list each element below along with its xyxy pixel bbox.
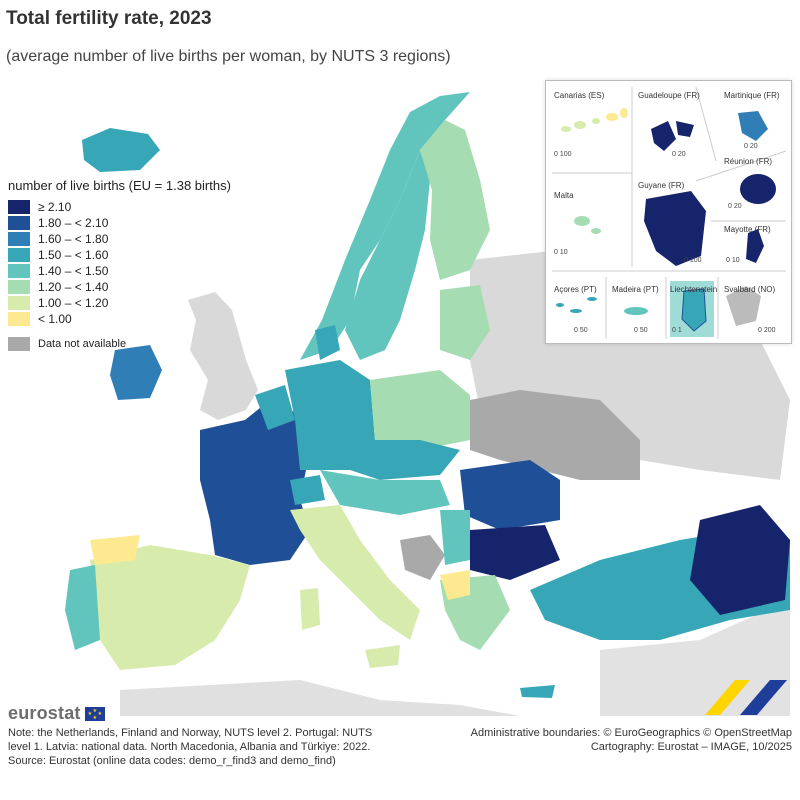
legend-label: 1.00 – < 1.20 [38,296,109,310]
bosnia-no-data [400,535,445,580]
scale-guyane: 0 100 [684,257,702,264]
legend-label: Data not available [38,338,127,350]
inset-label-madeira: Madeira (PT) [612,285,659,294]
inset-label-martinique: Martinique (FR) [724,91,780,100]
france [200,400,310,565]
sardinia [300,588,320,630]
legend-item: 1.60 – < 1.80 [8,231,231,247]
legend-item: 1.00 – < 1.20 [8,295,231,311]
norway [300,92,470,360]
eurostat-corner-mark [705,680,787,715]
legend-label: < 1.00 [38,312,72,326]
legend-swatch [8,248,30,262]
ireland [110,345,162,400]
portugal [65,565,100,650]
note-line: Note: the Netherlands, Finland and Norwa… [8,727,373,739]
legend-swatch [8,232,30,246]
legend-label: ≥ 2.10 [38,200,72,214]
credits-line: Administrative boundaries: © EuroGeograp… [470,727,792,739]
legend-swatch [8,296,30,310]
turkey-east [690,505,790,615]
ukraine-belarus-no-data [470,390,640,480]
legend-swatch [8,216,30,230]
inset-dividers [552,86,787,339]
map-subtitle: (average number of live births per woman… [6,48,451,65]
iceland [82,128,160,172]
source-line: Source: Eurostat (online data codes: dem… [8,755,336,767]
legend-item: < 1.00 [8,311,231,327]
legend-item: ≥ 2.10 [8,199,231,215]
poland [370,370,470,450]
europe-map [65,92,790,716]
romania [460,460,560,530]
legend-item: 1.20 – < 1.40 [8,279,231,295]
sicily [365,645,400,668]
north-africa-landmass [120,680,520,716]
eurostat-logo: eurostat ★ ★ ★ ★ [8,703,105,724]
finland [420,120,490,280]
map-legend: number of live births (EU = 1.38 births)… [8,178,231,351]
legend-item: 1.50 – < 1.60 [8,247,231,263]
eu-flag-icon: ★ ★ ★ ★ [84,706,105,721]
legend-swatch [8,200,30,214]
logo-text: eurostat [8,703,81,723]
inset-label-malta: Malta [554,191,574,200]
scale-liechtenstein: 0 1 [672,327,682,334]
credits: Administrative boundaries: © EuroGeograp… [462,726,792,754]
legend-label: 1.40 – < 1.50 [38,264,109,278]
footnote: Note: the Netherlands, Finland and Norwa… [8,726,398,768]
legend-item: 1.40 – < 1.50 [8,263,231,279]
denmark [315,325,340,360]
spain-low-region [90,535,140,565]
map-title: Total fertility rate, 2023 [6,8,212,29]
bulgaria [470,525,560,580]
albania-macedonia [440,570,470,600]
credits-line: Cartography: Eurostat – IMAGE, 10/2025 [590,741,792,753]
scale-mayotte: 0 10 [726,257,740,264]
inset-label-acores: Açores (PT) [554,285,597,294]
legend-label: 1.60 – < 1.80 [38,232,109,246]
legend-title: number of live births (EU = 1.38 births) [8,178,231,193]
cyprus [520,685,555,698]
legend-item: 1.80 – < 2.10 [8,215,231,231]
inset-label-reunion: Réunion (FR) [724,157,773,166]
scale-reunion: 0 20 [728,203,742,210]
scale-madeira: 0 50 [634,327,648,334]
inset-label-guyane: Guyane (FR) [638,181,685,190]
uk-landmass [188,292,258,420]
scale-acores: 0 50 [574,327,588,334]
italy [290,505,420,640]
legend-label: 1.80 – < 2.10 [38,216,109,230]
austria-hungary [320,470,450,515]
legend-swatch [8,264,30,278]
scale-svalbard: 0 200 [758,327,776,334]
legend-swatch [8,280,30,294]
inset-label-canarias: Canarias (ES) [554,91,605,100]
scale-guadeloupe: 0 20 [672,151,686,158]
scale-malta: 0 10 [554,249,568,256]
legend-not-available: Data not available [8,337,231,351]
scale-martinique: 0 20 [744,143,758,150]
inset-label-mayotte: Mayotte (FR) [724,225,771,234]
legend-label: 1.20 – < 1.40 [38,280,109,294]
note-line: level 1. Latvia: national data. North Ma… [8,741,371,753]
legend-label: 1.50 – < 1.60 [38,248,109,262]
sweden [345,150,430,360]
inset-label-guadeloupe: Guadeloupe (FR) [638,91,700,100]
baltics [440,285,490,360]
inset-panel: Canarias (ES) 0 100 Guadeloupe (FR) 0 20… [545,80,792,344]
switzerland [290,475,325,505]
serbia [440,510,470,565]
legend-swatch [8,337,30,351]
inset-label-liechtenstein: Liechtenstein [670,285,718,294]
czechia-slovakia [350,440,460,480]
spain [90,545,250,670]
scale-canarias: 0 100 [554,151,572,158]
benelux [255,385,295,430]
inset-label-svalbard: Svalbard (NO) [724,285,776,294]
legend-swatch [8,312,30,326]
